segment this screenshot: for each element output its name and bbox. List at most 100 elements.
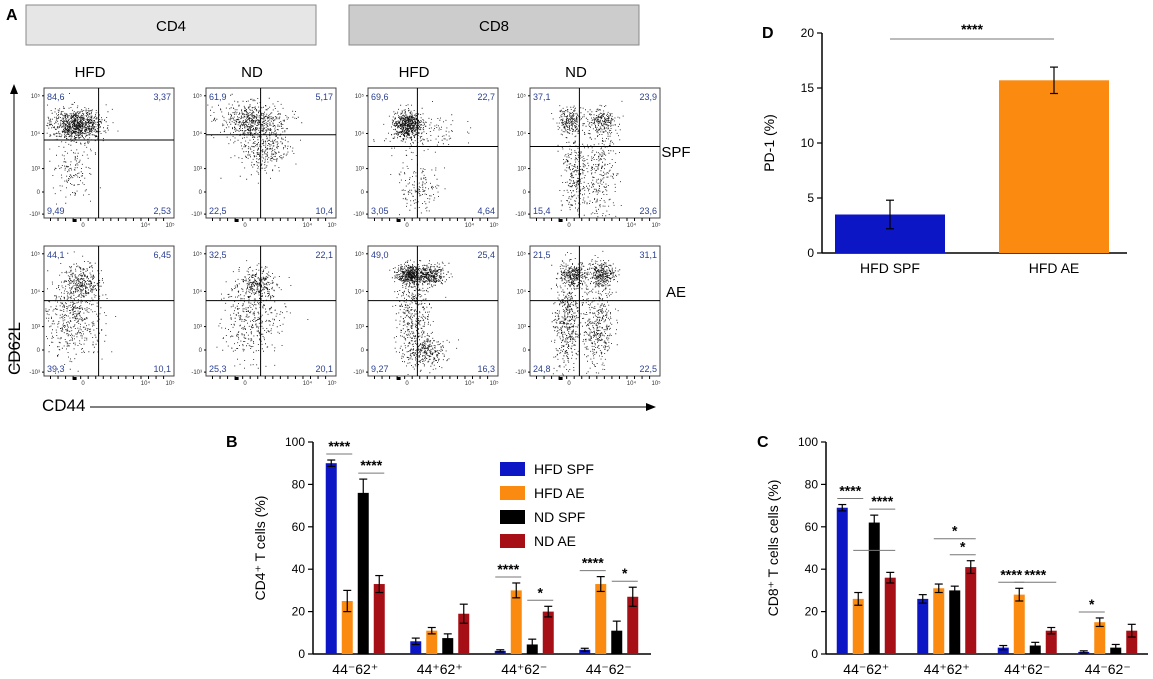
y-tick-label: -10³ — [29, 212, 40, 218]
y-tick-label: 10³ — [355, 325, 364, 331]
quadrant-top-left: 44,1 — [47, 250, 65, 260]
y-tick-label: 0 — [361, 348, 365, 354]
x-axis-marker — [72, 219, 77, 222]
significance-label-7: * — [1089, 596, 1095, 612]
flow-plot-frame — [205, 245, 337, 377]
flow-plot-frame — [43, 245, 175, 377]
bar-1-1 — [426, 630, 438, 654]
flow-plot-1-2: 61,9 5,17 22,5 10,4 10⁵ 10⁴ 10³ 0 -10³ 0 10⁴ 10⁵ — [191, 87, 338, 229]
bar-1 — [999, 80, 1109, 253]
x-tick-label: 10⁴ — [141, 380, 151, 387]
flow-plot-2-2: 32,5 22,1 25,3 20,1 10⁵ 10⁴ 10³ 0 -10³ 0 10⁴ 10⁵ — [191, 245, 337, 387]
bar-2-2 — [1029, 645, 1041, 654]
quadrant-bottom-right: 16,3 — [477, 364, 495, 374]
bar-2-3 — [611, 630, 623, 654]
quadrant-bottom-right: 22,5 — [639, 364, 657, 374]
bar-3-1 — [458, 613, 470, 654]
bar-3-2 — [542, 611, 554, 654]
significance-label-2: * — [872, 534, 878, 550]
x-tick-label: 10⁵ — [328, 222, 338, 229]
col-label-3: HFD — [399, 64, 430, 81]
y-tick-label: 10⁵ — [31, 251, 41, 258]
y-tick-label: 10³ — [193, 325, 202, 331]
quadrant-top-right: 5,17 — [315, 92, 333, 102]
significance-label-6: **** — [1024, 566, 1046, 582]
chart-panel-b: 0 20 40 60 80 100 CD4⁺ T cells (%) 44⁻62⁺ 44⁺62⁺… — [252, 435, 651, 677]
y-tick-label: 20 — [801, 26, 815, 40]
y-tick-label: 10³ — [355, 167, 364, 173]
quadrant-bottom-right: 20,1 — [315, 364, 333, 374]
y-tick-label: 20 — [292, 605, 306, 619]
legend-swatch-3 — [500, 534, 525, 548]
x-tick-label: 0 — [243, 223, 247, 229]
bar-2-0 — [868, 522, 880, 654]
flow-events-cluster-2 — [583, 255, 621, 294]
bar-3-3 — [1126, 630, 1138, 654]
significance-label-4: * — [952, 523, 958, 539]
x-tick-label: 10⁴ — [141, 222, 151, 229]
x-axis-marker — [234, 377, 239, 380]
legend-label-0: HFD SPF — [534, 461, 594, 477]
bar-1-2 — [1013, 594, 1025, 654]
y-arrow-head — [10, 84, 18, 94]
y-tick-label: 10⁵ — [193, 93, 203, 100]
y-tick-label: -10³ — [353, 370, 364, 376]
y-tick-label: 80 — [805, 477, 819, 491]
y-tick-label: 10 — [801, 136, 815, 150]
quadrant-top-right: 22,7 — [477, 92, 495, 102]
y-tick-label: 10⁵ — [193, 251, 203, 258]
x-axis-marker — [396, 219, 401, 222]
y-tick-label: 60 — [292, 520, 306, 534]
flow-plot-frame — [367, 87, 499, 219]
y-tick-label: 0 — [811, 647, 818, 661]
quadrant-bottom-left: 15,4 — [533, 206, 551, 216]
y-tick-label: 100 — [285, 435, 305, 449]
quadrant-top-left: 32,5 — [209, 250, 227, 260]
x-tick-label: 0 — [405, 381, 409, 387]
y-tick-label: 20 — [805, 605, 819, 619]
x-tick-label: 10⁴ — [303, 222, 313, 229]
bar-1-2 — [510, 590, 522, 654]
col-label-2: ND — [241, 64, 263, 81]
chart-panel-c: 0 20 40 60 80 100 CD8⁺ T cells cells (%) 44⁻62⁺… — [765, 435, 1148, 677]
x-tick-label: 10⁵ — [490, 380, 500, 387]
y-tick-label: 10⁵ — [517, 93, 527, 100]
x-tick-label: 44⁻62⁺ — [843, 661, 889, 677]
significance-label-0: **** — [839, 483, 861, 499]
bar-3-3 — [627, 596, 639, 654]
flow-plot-frame — [529, 87, 661, 219]
cd44-axis-label: CD44 — [42, 396, 85, 415]
x-tick-label: 10⁵ — [166, 222, 176, 229]
y-tick-label: -10³ — [191, 370, 202, 376]
quadrant-bottom-right: 4,64 — [477, 206, 495, 216]
quadrant-top-left: 69,6 — [371, 92, 389, 102]
x-tick-label: 44⁺62⁺ — [924, 661, 970, 677]
quadrant-top-right: 23,9 — [639, 92, 657, 102]
y-tick-label: 10⁴ — [31, 131, 41, 138]
y-tick-label: 10⁵ — [355, 93, 365, 100]
significance-label-2: **** — [497, 561, 519, 577]
col-label-4: ND — [565, 64, 587, 81]
x-axis-marker — [558, 377, 563, 380]
legend-label-3: ND AE — [534, 533, 576, 549]
flow-plot-1-4: 37,1 23,9 15,4 23,6 10⁵ 10⁴ 10³ 0 -10³ 0 10⁴ 10⁵ — [515, 87, 661, 229]
flow-events-cluster-4 — [395, 331, 459, 370]
x-tick-label: 0 — [567, 381, 571, 387]
quadrant-bottom-left: 39,3 — [47, 364, 65, 374]
significance-label-0: **** — [328, 438, 350, 454]
y-tick-label: 40 — [292, 562, 306, 576]
quadrant-bottom-right: 2,53 — [153, 206, 171, 216]
row-label-ae: AE — [666, 284, 686, 301]
y-tick-label: 10⁴ — [517, 131, 527, 138]
significance-label-4: **** — [582, 555, 604, 571]
flow-events-cluster-1 — [231, 263, 292, 310]
bar-0-2 — [997, 647, 1009, 654]
y-tick-label: -10³ — [353, 212, 364, 218]
x-axis-marker — [234, 219, 239, 222]
y-tick-label: 10⁴ — [193, 131, 203, 138]
quadrant-top-left: 37,1 — [533, 92, 551, 102]
x-tick-label: 10⁴ — [627, 222, 637, 229]
y-tick-label: -10³ — [515, 370, 526, 376]
